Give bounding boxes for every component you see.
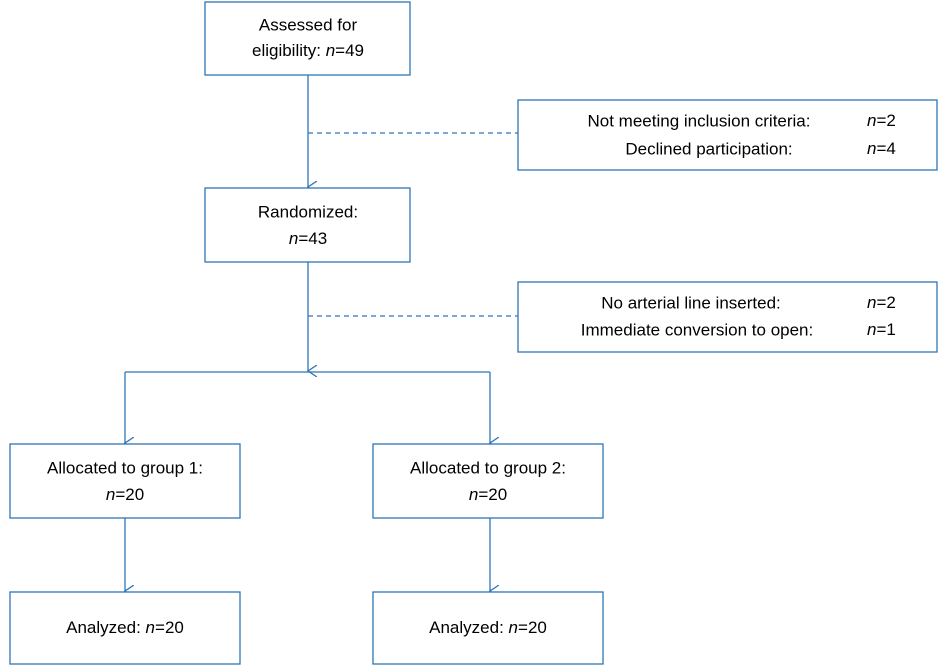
count: =1 [876,320,895,339]
n-symbol: n [326,41,335,60]
count: =20 [478,485,507,504]
n-symbol: n [867,111,876,130]
exclusion-label: Immediate conversion to open: [581,320,813,339]
assessed-box [204,1,411,76]
count: =43 [298,229,327,248]
analyzed-label: Analyzed: [429,618,504,637]
count: =4 [876,139,895,158]
exclusion-box [517,99,938,171]
exclusion-label: Not meeting inclusion criteria: [588,111,811,130]
n-symbol: n [469,485,478,504]
analyzed-label: Analyzed: [66,618,141,637]
count: =49 [335,41,364,60]
assessed-label: Assessed for [259,15,358,34]
assessed-line: eligibility: n=49 [252,41,364,60]
n-symbol: n [146,618,155,637]
n-symbol: n [509,618,518,637]
exclusion-count: n=2 [867,293,896,312]
allocation-label: Allocated to group 2: [410,458,566,477]
allocation-count: n=20 [106,485,144,504]
analyzed-line: Analyzed: n=20 [66,618,184,637]
analyzed-line: Analyzed: n=20 [429,618,547,637]
allocation-label: Allocated to group 1: [47,458,203,477]
n-symbol: n [867,320,876,339]
exclusion-label: Declined participation: [625,139,792,158]
n-symbol: n [867,139,876,158]
n-symbol: n [867,293,876,312]
count: =20 [518,618,547,637]
assessed-label: eligibility: [252,41,321,60]
count: =20 [115,485,144,504]
allocation-count: n=20 [469,485,507,504]
analyzed-box [372,591,604,665]
n-symbol: n [289,229,298,248]
count: =2 [876,111,895,130]
count: =2 [876,293,895,312]
exclusion-box [517,281,938,353]
allocation-box [372,443,604,519]
analyzed-box [9,591,241,665]
randomized-count: n=43 [289,229,327,248]
exclusion-count: n=1 [867,320,896,339]
randomized-box [204,187,411,263]
count: =20 [155,618,184,637]
n-symbol: n [106,485,115,504]
randomized-label: Randomized: [258,202,358,221]
exclusion-count: n=4 [867,139,896,158]
exclusion-count: n=2 [867,111,896,130]
exclusion-label: No arterial line inserted: [601,293,781,312]
allocation-box [9,443,241,519]
